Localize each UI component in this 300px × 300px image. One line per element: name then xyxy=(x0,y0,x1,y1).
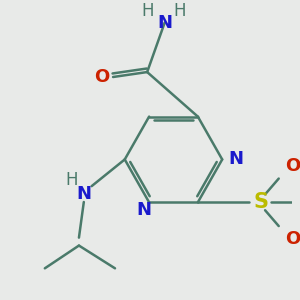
Text: H: H xyxy=(141,2,153,20)
Text: S: S xyxy=(254,192,269,212)
Text: O: O xyxy=(285,230,300,248)
Text: H: H xyxy=(66,171,78,189)
Text: N: N xyxy=(157,14,172,32)
Text: N: N xyxy=(228,151,243,169)
Text: H: H xyxy=(173,2,186,20)
Text: O: O xyxy=(94,68,109,86)
Text: N: N xyxy=(76,185,91,203)
Text: N: N xyxy=(137,201,152,219)
Text: O: O xyxy=(285,157,300,175)
